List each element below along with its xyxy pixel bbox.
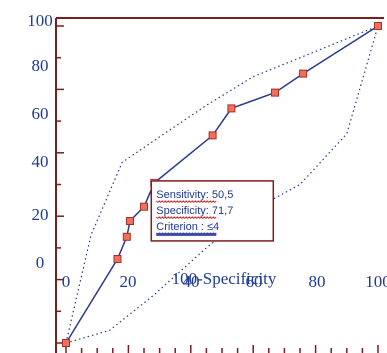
criterion-underline xyxy=(156,232,217,236)
y-tick-labels: 100 80 60 40 20 0 xyxy=(27,11,53,272)
y-tick-label: 20 xyxy=(32,205,49,224)
x-tick-label: 80 xyxy=(309,272,326,291)
y-tick-label: 40 xyxy=(32,152,49,171)
y-tick-label: 80 xyxy=(32,56,49,75)
roc-point xyxy=(126,217,134,225)
x-tick-labels: 0 20 40 60 80 100 xyxy=(62,272,387,291)
x-tick-label: 0 xyxy=(62,272,71,291)
x-tick-label: 20 xyxy=(120,272,137,291)
roc-point xyxy=(374,22,382,30)
tooltip-box xyxy=(150,180,275,242)
x-tick-label: 60 xyxy=(246,272,263,291)
tooltip-line: Specificity: 71,7 xyxy=(156,205,233,217)
spell-squiggle xyxy=(155,200,217,204)
criterion-tooltip: Sensitivity: 50,5 Specificity: 71,7 Criter… xyxy=(150,180,275,242)
x-tick-label: 100 xyxy=(365,272,387,291)
x-tick-label: 40 xyxy=(183,272,200,291)
roc-point xyxy=(271,88,279,97)
tooltip-line: Criterion : ≤4 xyxy=(156,221,219,233)
y-tick-label: 100 xyxy=(27,11,53,30)
spell-squiggle xyxy=(155,216,217,220)
x-axis-title: 100-Specificity xyxy=(172,269,277,288)
y-axis-ticks xyxy=(56,25,64,344)
y-tick-label: 0 xyxy=(36,253,45,272)
roc-point xyxy=(140,202,148,211)
roc-point xyxy=(62,339,70,347)
roc-point xyxy=(299,69,308,78)
y-tick-label: 60 xyxy=(32,104,49,123)
roc-point xyxy=(122,232,131,241)
roc-point xyxy=(113,255,122,263)
tooltip-line: Sensitivity: 50,5 xyxy=(156,189,233,201)
roc-point xyxy=(208,131,217,140)
axes xyxy=(55,17,384,353)
roc-point xyxy=(227,104,236,113)
x-axis-ticks xyxy=(65,345,379,353)
